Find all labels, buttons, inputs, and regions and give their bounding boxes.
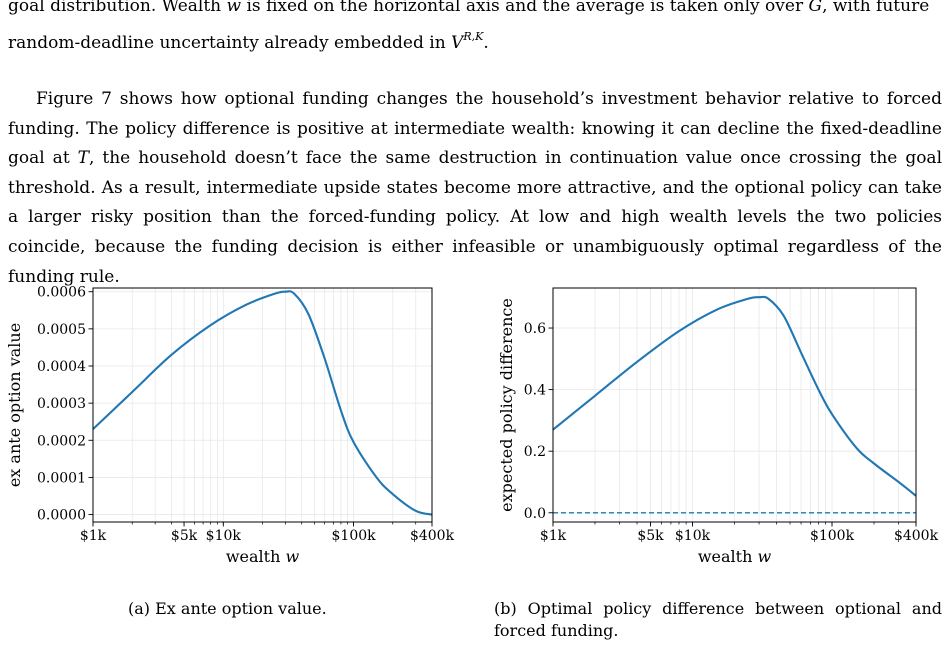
plot-area: $1k $5k $10k $100k $400k 0.0000 0.0001 0.0002 0.… (5, 285, 455, 566)
series-line (92, 290, 433, 516)
var-T: T (77, 148, 89, 169)
var-V: V (451, 32, 464, 53)
x-tick-label: $5k (637, 528, 664, 544)
x-tick-label: $400k (410, 528, 455, 544)
series-line (552, 295, 917, 497)
x-tick-label: $5k (171, 528, 198, 544)
var-w: w (226, 0, 242, 16)
x-axis-label: wealth w (698, 547, 772, 566)
caption-b: (b) Optimal policy difference between op… (494, 599, 942, 640)
caption-a: (a) Ex ante option value. (128, 599, 327, 618)
y-tick-label: 0.2 (524, 444, 546, 460)
y-tick-label: 0.0003 (37, 396, 86, 412)
x-tick-label: $400k (894, 528, 939, 544)
y-tick-label: 0.0001 (37, 470, 86, 486)
y-tick-label: 0.0000 (37, 508, 86, 524)
y-tick-label: 0.4 (524, 383, 546, 399)
y-tick-label: 0.0 (524, 506, 546, 522)
paragraph-figure7: Figure 7 shows how optional funding chan… (8, 89, 943, 287)
x-tick-label: $1k (540, 528, 567, 544)
x-tick-label: $10k (206, 528, 242, 544)
x-tick-label: $100k (332, 528, 377, 544)
var-G: G (808, 0, 823, 16)
y-tick-label: 0.0004 (37, 359, 86, 375)
y-tick-label: 0.0006 (37, 285, 86, 301)
y-tick-label: 0.0002 (37, 433, 86, 449)
plot-area: $1k $5k $10k $100k $400k 0.0 0.2 0.4 0.6 wealth w… (497, 287, 939, 566)
var-V-superscript: R,K (463, 29, 484, 43)
y-tick-label: 0.6 (524, 321, 546, 337)
x-tick-label: $1k (80, 528, 107, 544)
y-axis-label: expected policy difference (497, 298, 516, 512)
chart-expected-policy-difference: $1k $5k $10k $100k $400k 0.0 0.2 0.4 0.6 wealth w… (497, 287, 939, 566)
x-tick-label: $100k (810, 528, 855, 544)
x-tick-label: $10k (675, 528, 711, 544)
paragraph-intro: goal distribution. Wealth w is fixed on … (8, 0, 942, 58)
chart-ex-ante-option-value: $1k $5k $10k $100k $400k 0.0000 0.0001 0.0002 0.… (5, 285, 455, 566)
y-tick-label: 0.0005 (37, 322, 86, 338)
x-axis-label: wealth w (226, 547, 300, 566)
y-axis-label: ex ante option value (5, 323, 24, 487)
